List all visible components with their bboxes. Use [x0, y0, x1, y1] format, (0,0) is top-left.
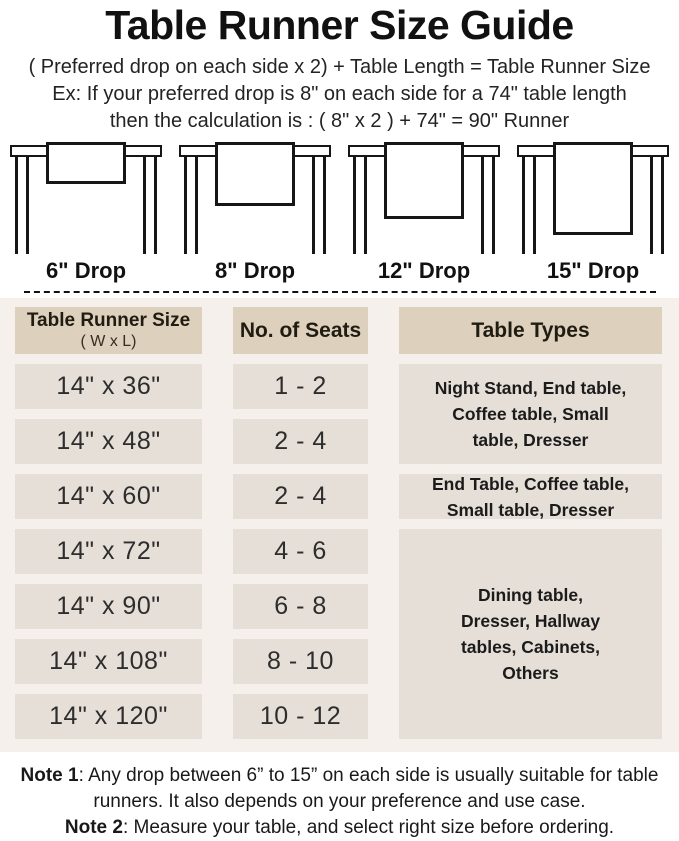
- example-line-1: Ex: If your preferred drop is 8" on each…: [52, 83, 627, 105]
- header-table-types: Table Types: [399, 307, 662, 354]
- table-types-line: Coffee table, Small: [452, 404, 609, 424]
- table-leg: [312, 156, 326, 254]
- seats-cell: 8 - 10: [233, 639, 368, 684]
- table-types-cell-medium: End Table, Coffee table, Small table, Dr…: [399, 473, 662, 520]
- header-runner-size-title: Table Runner Size: [26, 310, 191, 331]
- header-runner-size: Table Runner Size ( W x L): [15, 307, 202, 354]
- table-leg: [184, 156, 198, 254]
- runner-size-value: 14" x 48": [56, 427, 161, 455]
- table-diagram-6-drop: [10, 142, 162, 254]
- runner-size-cell: 14" x 48": [15, 419, 202, 464]
- note-2-text: : Measure your table, and select right s…: [122, 817, 615, 838]
- note-2-label: Note 2: [64, 817, 123, 838]
- runner-drape: [215, 142, 295, 206]
- drop-diagrams: [0, 142, 679, 254]
- table-leg: [15, 156, 29, 254]
- table-diagram-15-drop: [517, 142, 669, 254]
- example-line-2: then the calculation is : ( 8" x 2 ) + 7…: [109, 110, 570, 132]
- runner-size-value: 14" x 72": [56, 537, 161, 565]
- runner-size-cell: 14" x 108": [15, 639, 202, 684]
- table-leg: [650, 156, 664, 254]
- note-1-text: : Any drop between 6” to 15” on each sid…: [78, 765, 659, 812]
- seats-cell: 1 - 2: [233, 364, 368, 409]
- table-leg: [353, 156, 367, 254]
- seats-cell: 6 - 8: [233, 584, 368, 629]
- drop-label-8: 8" Drop: [214, 258, 296, 283]
- seats-value: 1 - 2: [274, 372, 327, 400]
- table-leg: [143, 156, 157, 254]
- size-guide-table: Table Runner Size ( W x L) No. of Seats …: [0, 298, 679, 752]
- seats-cell: 2 - 4: [233, 419, 368, 464]
- header-runner-size-sub: ( W x L): [80, 333, 137, 350]
- table-types-line: Others: [502, 663, 559, 683]
- seats-value: 8 - 10: [267, 647, 334, 675]
- table-types-line: End Table, Coffee table,: [431, 473, 630, 494]
- table-types-cell-small: Night Stand, End table, Coffee table, Sm…: [399, 364, 662, 464]
- table-diagram-8-drop: [179, 142, 331, 254]
- seats-cell: 10 - 12: [233, 694, 368, 739]
- seats-value: 10 - 12: [259, 702, 342, 730]
- header-seats: No. of Seats: [233, 307, 368, 354]
- runner-size-cell: 14" x 90": [15, 584, 202, 629]
- seats-value: 6 - 8: [274, 592, 327, 620]
- runner-size-value: 14" x 120": [49, 702, 168, 730]
- seats-value: 2 - 4: [274, 427, 327, 455]
- note-1: Note 1: Any drop between 6” to 15” on ea…: [4, 763, 676, 815]
- intro-text: ( Preferred drop on each side x 2) + Tab…: [0, 54, 679, 135]
- runner-drape: [46, 142, 126, 184]
- seats-cell: 2 - 4: [233, 474, 368, 519]
- table-types-line: Dresser, Hallway: [460, 611, 601, 631]
- runner-size-value: 14" x 60": [56, 482, 161, 510]
- seats-value: 4 - 6: [274, 537, 327, 565]
- runner-size-value: 14" x 108": [49, 647, 168, 675]
- runner-size-cell: 14" x 36": [15, 364, 202, 409]
- table-leg: [481, 156, 495, 254]
- table-types-line: tables, Cabinets,: [460, 637, 601, 657]
- runner-size-value: 14" x 90": [56, 592, 161, 620]
- drop-label-15: 15" Drop: [546, 258, 640, 283]
- page-title: Table Runner Size Guide: [105, 2, 574, 48]
- table-types-line: Night Stand, End table,: [434, 378, 627, 398]
- runner-drape: [553, 142, 633, 235]
- header-table-types-title: Table Types: [471, 318, 590, 342]
- notes-section: Note 1: Any drop between 6” to 15” on ea…: [4, 763, 676, 841]
- runner-drape: [384, 142, 464, 219]
- header-seats-title: No. of Seats: [239, 318, 362, 342]
- drop-label-12: 12" Drop: [377, 258, 471, 283]
- note-1-label: Note 1: [20, 765, 79, 786]
- runner-size-cell: 14" x 120": [15, 694, 202, 739]
- note-2: Note 2: Measure your table, and select r…: [4, 815, 676, 841]
- runner-size-cell: 14" x 60": [15, 474, 202, 519]
- seats-cell: 4 - 6: [233, 529, 368, 574]
- table-types-cell-large: Dining table, Dresser, Hallway tables, C…: [399, 529, 662, 739]
- table-types-line: Small table, Dresser: [446, 499, 615, 520]
- drop-label-6: 6" Drop: [45, 258, 127, 283]
- dashed-divider: [23, 291, 656, 293]
- table-diagram-12-drop: [348, 142, 500, 254]
- table-leg: [522, 156, 536, 254]
- drop-labels: 6" Drop 8" Drop 12" Drop 15" Drop: [0, 258, 679, 284]
- formula-line: ( Preferred drop on each side x 2) + Tab…: [28, 56, 651, 78]
- runner-size-cell: 14" x 72": [15, 529, 202, 574]
- seats-value: 2 - 4: [274, 482, 327, 510]
- table-types-line: Dining table,: [478, 585, 583, 605]
- table-types-line: table, Dresser: [472, 430, 589, 450]
- runner-size-value: 14" x 36": [56, 372, 161, 400]
